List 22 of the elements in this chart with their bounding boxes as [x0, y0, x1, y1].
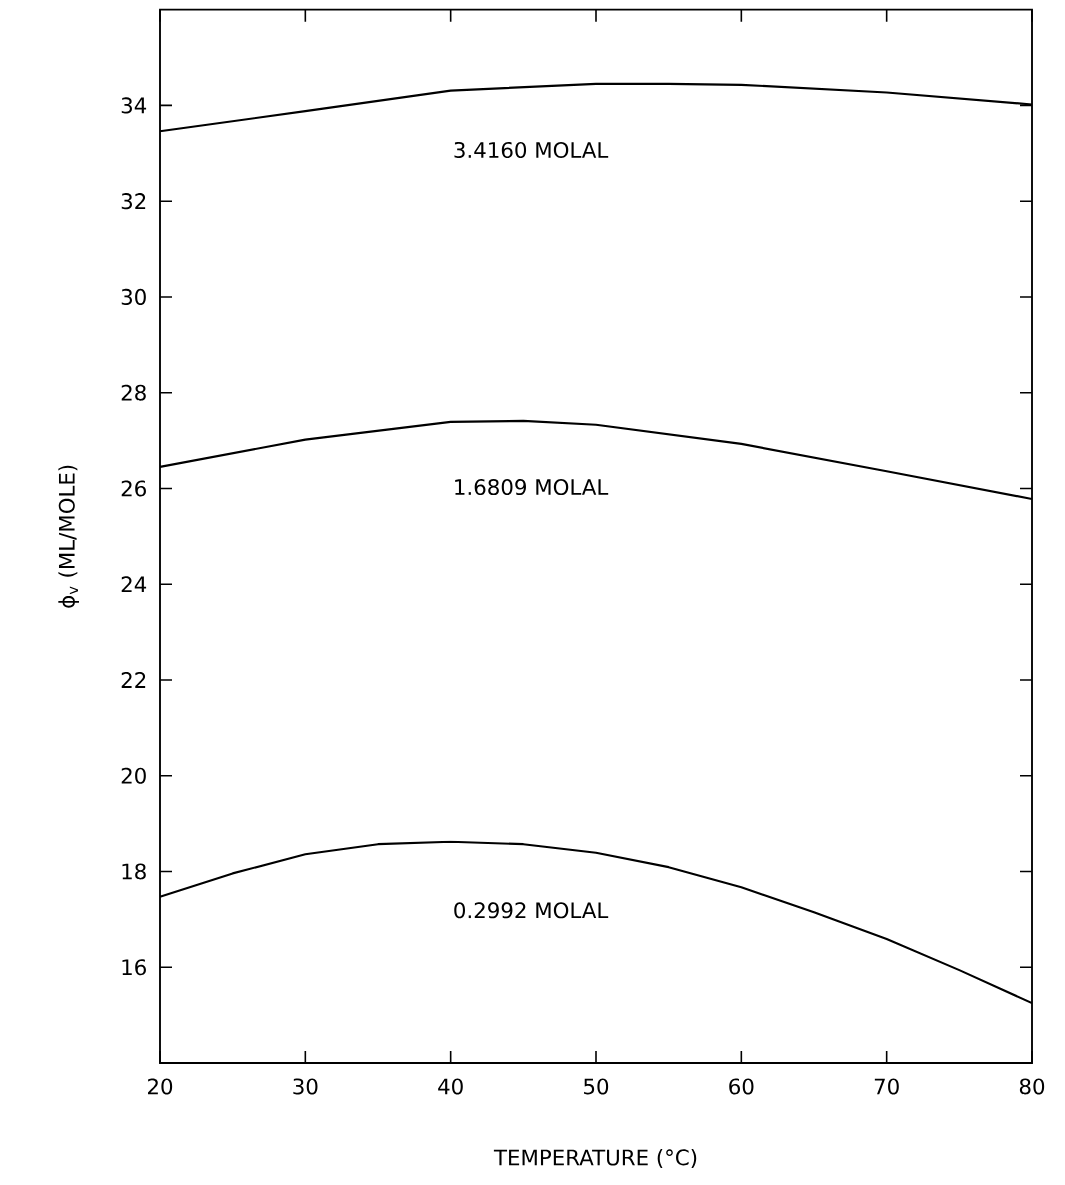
- y-tick-label: 32: [121, 193, 146, 210]
- y-axis-title: ϕ$_{v}$ (ML/MOLE): [58, 465, 79, 608]
- x-tick-label: 30: [293, 1078, 318, 1095]
- y-tick-label: 28: [121, 384, 146, 401]
- x-tick-label: 40: [438, 1078, 463, 1095]
- text: 1.6809 MOLAL: [455, 478, 609, 496]
- y-tick-label: 22: [121, 672, 146, 688]
- x-tick-label: 80: [1019, 1078, 1045, 1095]
- text: 0.2992 MOLAL: [454, 902, 609, 919]
- x-tick-label: 60: [729, 1078, 754, 1095]
- y-tick-label: 18: [122, 863, 146, 880]
- y-tick-label: 26: [121, 480, 146, 497]
- y-tick-label: 30: [121, 288, 146, 305]
- y-tick-label: 24: [121, 576, 147, 593]
- text: 3.4160 MOLAL: [454, 141, 609, 159]
- x-tick-label: 70: [874, 1078, 899, 1095]
- x-tick-label: 20: [147, 1078, 173, 1095]
- x-axis-title: TEMPERATURE (°C): [493, 1149, 697, 1168]
- y-tick-label: 16: [122, 959, 146, 976]
- y-tick-label: 34: [121, 97, 147, 114]
- y-tick-label: 20: [121, 767, 146, 784]
- x-tick-label: 50: [584, 1078, 609, 1095]
